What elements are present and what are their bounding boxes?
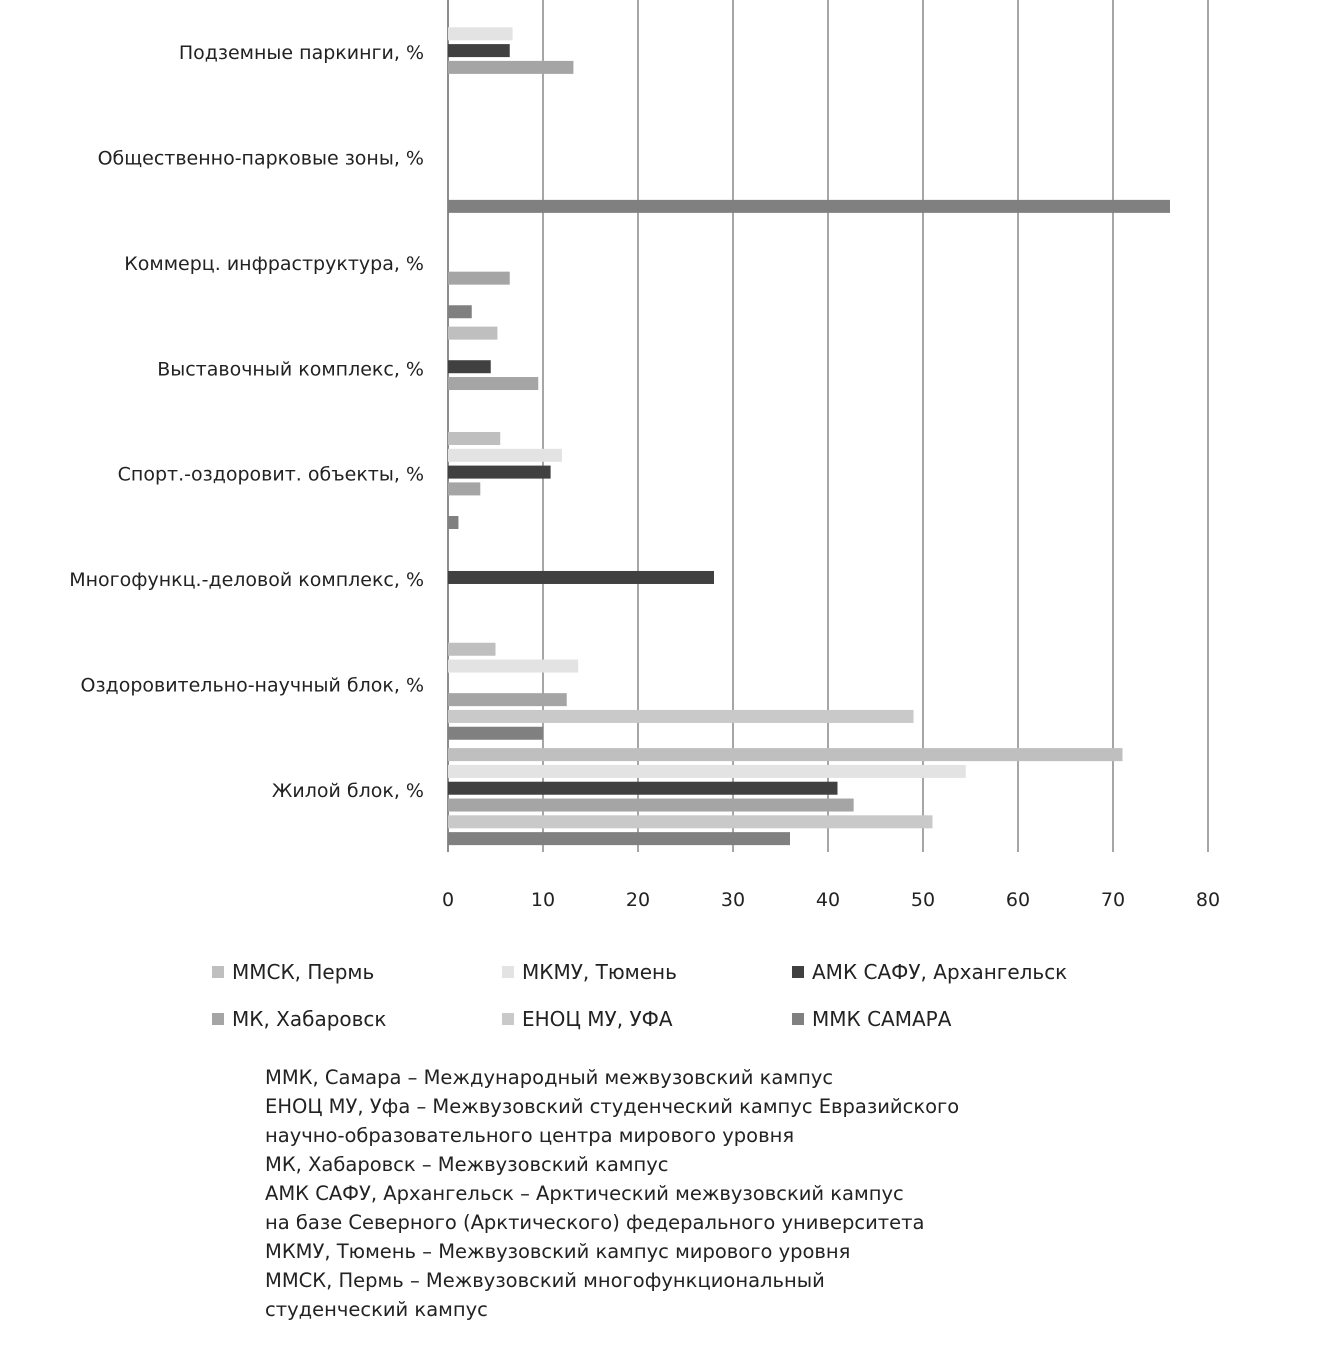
legend-label: МК, Хабаровск: [232, 1007, 387, 1031]
legend-item: ММК САМАРА: [792, 1007, 951, 1031]
legend-label: МКМУ, Тюмень: [522, 960, 677, 984]
category-label: Подземные паркинги, %: [179, 42, 424, 64]
legend-item: АМК САФУ, Архангельск: [792, 960, 1067, 984]
bar: [448, 642, 496, 656]
legend-swatch: [212, 966, 224, 978]
bar: [448, 377, 539, 391]
legend-label: АМК САФУ, Архангельск: [812, 960, 1068, 984]
category-label: Многофункц.-деловой комплекс, %: [69, 569, 424, 591]
legend-swatch: [792, 1013, 804, 1025]
category-label: Спорт.-оздоровит. объекты, %: [118, 464, 424, 486]
bar: [448, 748, 1123, 762]
bar: [448, 360, 491, 374]
note-line: МКМУ, Тюмень – Межвузовский кампус миров…: [265, 1240, 851, 1263]
legend-swatch: [792, 966, 804, 978]
bar: [448, 326, 498, 340]
bar: [448, 448, 562, 462]
legend-item: ЕНОЦ МУ, УФА: [502, 1007, 673, 1031]
x-tick-label: 10: [531, 889, 555, 911]
bar: [448, 726, 543, 740]
legend-item: МКМУ, Тюмень: [502, 960, 677, 984]
bar: [448, 709, 914, 723]
bar: [448, 271, 510, 285]
note-line: ЕНОЦ МУ, Уфа – Межвузовский студенческий…: [265, 1095, 960, 1118]
note-line: студенческий кампус: [265, 1298, 488, 1321]
bar: [448, 832, 790, 846]
bar: [448, 815, 933, 829]
x-tick-label: 70: [1101, 889, 1125, 911]
x-tick-label: 30: [721, 889, 745, 911]
note-line: на базе Северного (Арктического) федерал…: [265, 1211, 925, 1234]
bar: [448, 482, 481, 496]
bar: [448, 781, 838, 795]
legend-item: МК, Хабаровск: [212, 1007, 387, 1031]
category-label: Оздоровительно-научный блок, %: [81, 674, 425, 696]
bar: [448, 60, 574, 74]
category-label: Выставочный комплекс, %: [157, 358, 424, 380]
bar: [448, 659, 579, 673]
bar: [448, 764, 966, 778]
bar: [448, 798, 854, 812]
legend-label: ММСК, Пермь: [232, 960, 375, 984]
x-tick-label: 80: [1196, 889, 1220, 911]
note-line: научно-образовательного центра мирового …: [265, 1124, 795, 1147]
note-line: АМК САФУ, Архангельск – Арктический межв…: [265, 1182, 904, 1205]
legend-swatch: [502, 966, 514, 978]
bar: [448, 44, 510, 58]
legend-label: ЕНОЦ МУ, УФА: [522, 1007, 673, 1031]
note-line: ММСК, Пермь – Межвузовский многофункцион…: [265, 1269, 825, 1292]
bar: [448, 465, 551, 479]
bar: [448, 27, 513, 41]
x-tick-label: 0: [442, 889, 454, 911]
note-line: ММК, Самара – Международный межвузовский…: [265, 1066, 834, 1089]
bar: [448, 305, 472, 319]
x-tick-label: 40: [816, 889, 840, 911]
x-tick-label: 60: [1006, 889, 1030, 911]
category-label: Коммерц. инфраструктура, %: [124, 253, 424, 275]
bar: [448, 199, 1170, 213]
category-label: Жилой блок, %: [272, 780, 424, 802]
note-line: МК, Хабаровск – Межвузовский кампус: [265, 1153, 669, 1176]
x-tick-label: 20: [626, 889, 650, 911]
bar: [448, 432, 501, 445]
category-label: Общественно-парковые зоны, %: [98, 148, 424, 170]
bar: [448, 693, 567, 707]
legend-label: ММК САМАРА: [812, 1007, 952, 1031]
bar: [448, 516, 459, 529]
abbreviation-notes: ММК, Самара – Международный межвузовский…: [265, 1063, 959, 1324]
legend-swatch: [502, 1013, 514, 1025]
bar: [448, 570, 714, 584]
bar-chart: 0 10 20 30 40 50 60 70 80 Подземные паркинги, % Об…: [69, 0, 1220, 911]
legend-item: ММСК, Пермь: [212, 960, 374, 984]
x-tick-label: 50: [911, 889, 935, 911]
legend-swatch: [212, 1013, 224, 1025]
